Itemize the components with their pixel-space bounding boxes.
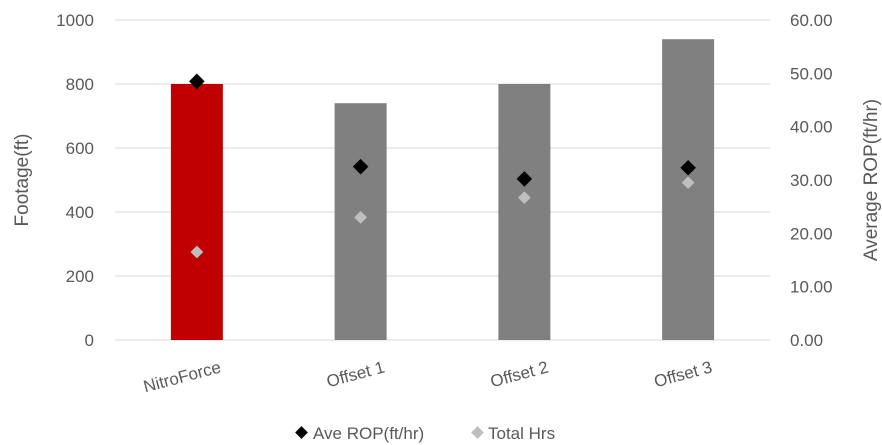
x-tick-label-3: Offset 3 (652, 358, 714, 392)
y-tick-label-3: 600 (66, 139, 94, 158)
y2-tick-label-6: 60.00 (790, 11, 833, 30)
legend-label-ave-rop: Ave ROP(ft/hr) (313, 424, 424, 443)
y2-tick-label-5: 50.00 (790, 64, 833, 83)
legend: Ave ROP(ft/hr) Total Hrs (295, 424, 555, 443)
total-hrs-point-0 (190, 245, 204, 259)
y2-tick-label-0: 0.00 (790, 331, 823, 350)
legend-marker-ave-rop (295, 426, 308, 439)
right-axis-ticks: 0.00 10.00 20.00 30.00 40.00 50.00 60.00 (790, 11, 833, 350)
ave-rop-point-1 (352, 158, 369, 175)
y-tick-label-2: 400 (66, 203, 94, 222)
y-tick-label-0: 0 (85, 331, 94, 350)
legend-marker-total-hrs (471, 426, 484, 439)
markers (189, 73, 696, 259)
left-axis-ticks: 0 200 400 600 800 1000 (56, 11, 94, 350)
y2-axis-title: Average ROP(ft/hr) (861, 99, 882, 261)
total-hrs-point-1 (354, 210, 367, 224)
y-axis-title: Footage(ft) (12, 134, 33, 227)
y2-tick-label-1: 10.00 (790, 278, 833, 297)
y-tick-label-4: 800 (66, 75, 94, 94)
y2-tick-label-4: 40.00 (790, 118, 833, 137)
y2-tick-label-2: 20.00 (790, 224, 833, 243)
x-tick-label-2: Offset 2 (488, 358, 550, 392)
x-tick-label-1: Offset 1 (325, 358, 387, 392)
bar-offset-2 (498, 84, 551, 340)
y-tick-label-5: 1000 (56, 11, 94, 30)
legend-label-total-hrs: Total Hrs (488, 424, 555, 443)
ave-rop-point-3 (680, 159, 696, 176)
footage-bars (170, 39, 715, 340)
y2-tick-label-3: 30.00 (790, 171, 833, 190)
x-axis-ticks: NitroForce Offset 1 Offset 2 Offset 3 (141, 358, 714, 397)
y-tick-label-1: 200 (66, 267, 94, 286)
ave-rop-point-2 (516, 171, 533, 187)
bar-offset-3 (662, 39, 715, 340)
bar-nitroforce (170, 84, 223, 340)
ave-rop-point-0 (189, 73, 205, 90)
x-tick-label-0: NitroForce (141, 358, 223, 397)
gridlines (115, 19, 770, 341)
